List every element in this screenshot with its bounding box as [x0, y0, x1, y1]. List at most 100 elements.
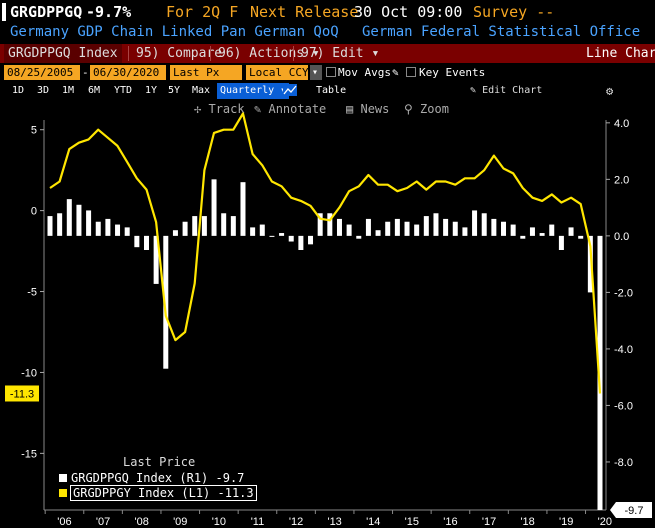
bar: [153, 235, 159, 284]
bar: [288, 235, 294, 242]
bar: [336, 218, 342, 236]
right-tick-label: -2.0: [614, 287, 633, 299]
range-ytd[interactable]: YTD: [114, 85, 133, 96]
range-max[interactable]: Max: [192, 85, 211, 96]
legend-item-yoy: GRGDPPGY Index (L1) -11.3: [59, 485, 257, 501]
range-3d[interactable]: 3D: [37, 85, 50, 96]
bar: [394, 218, 400, 236]
right-last-value-box: [610, 502, 652, 518]
legend-swatch: [59, 489, 67, 497]
left-last-value-box: [5, 385, 39, 402]
bar: [211, 179, 217, 236]
bar: [124, 227, 130, 236]
index-name-field[interactable]: GRGDPPGQ Index: [4, 44, 122, 63]
range-1y[interactable]: 1Y: [145, 85, 158, 96]
compare-button[interactable]: 95) Compare: [136, 46, 223, 61]
source-label: German Federal Statistical Office: [362, 24, 641, 40]
pencil-icon[interactable]: ✎: [392, 66, 399, 79]
x-tick-label: '07: [96, 516, 110, 528]
line-chart-icon[interactable]: [283, 84, 297, 96]
survey-label: Survey --: [473, 3, 555, 21]
bar: [182, 221, 188, 236]
edit-button[interactable]: 97) Edit ▾: [297, 44, 383, 63]
bar: [76, 204, 82, 236]
bar: [269, 235, 275, 237]
bar: [365, 218, 371, 236]
x-tick-label: '14: [366, 516, 380, 528]
x-tick-label: '11: [251, 516, 265, 528]
actions-button[interactable]: 96) Actions ▾: [214, 44, 324, 63]
right-tick-label: 0.0: [614, 231, 629, 243]
gear-icon[interactable]: ⚙: [606, 84, 614, 98]
legend-swatch: [59, 474, 67, 482]
zoom-button[interactable]: ⚲ Zoom: [404, 101, 449, 118]
bar: [597, 235, 603, 510]
chart-area[interactable]: 5 0 -5 -10 -15 -11.3 4.0 2.0 0.0 -2.0 -4.0 -6.0 -8.…: [0, 100, 655, 528]
frequency-label: Quarterly: [220, 85, 275, 96]
actions-label: 96) Actions: [218, 46, 305, 61]
bar: [66, 199, 72, 236]
field-selector[interactable]: Last Px: [170, 65, 242, 80]
next-release-label: Next Release: [250, 3, 359, 21]
chevron-down-icon: ▾: [371, 46, 380, 61]
annotate-button[interactable]: ✎ Annotate: [254, 101, 326, 118]
range-1d[interactable]: 1D: [12, 85, 25, 96]
bar: [423, 216, 429, 236]
bar: [95, 221, 101, 236]
news-icon: ▤: [346, 102, 354, 116]
bar: [356, 235, 362, 239]
edit-label: 97) Edit: [301, 46, 364, 61]
crosshair-icon: ✢: [194, 102, 202, 116]
bar: [86, 210, 92, 236]
track-label: Track: [208, 102, 245, 116]
bar: [143, 235, 149, 250]
news-button[interactable]: ▤ News: [346, 101, 389, 118]
key-events-checkbox[interactable]: [406, 67, 416, 77]
bar: [443, 218, 449, 236]
bar: [240, 182, 246, 236]
key-events-label: Key Events: [419, 66, 486, 79]
right-tick-label: 4.0: [614, 118, 629, 130]
currency-dropdown-icon[interactable]: ▾: [310, 65, 322, 80]
zoom-label: Zoom: [420, 102, 449, 116]
menu-divider: [293, 46, 294, 61]
edit-chart-label: Edit Chart: [482, 85, 543, 96]
left-last-value-label: -11.3: [10, 388, 34, 400]
bar: [539, 233, 545, 236]
bar: [404, 221, 410, 236]
pencil-icon: ✎: [470, 85, 477, 96]
next-release-value: 30 Oct 09:00: [354, 3, 463, 21]
bar: [134, 235, 140, 248]
currency-selector[interactable]: Local CCY: [246, 65, 309, 80]
track-button[interactable]: ✢ Track: [194, 101, 245, 118]
table-button[interactable]: Table: [316, 85, 347, 96]
bar: [568, 227, 574, 236]
news-label: News: [360, 102, 390, 116]
edit-chart-button[interactable]: ✎ Edit Chart: [470, 82, 542, 100]
left-tick-label: 0: [31, 206, 37, 218]
x-tick-label: '17: [482, 516, 496, 528]
menu-divider: [128, 46, 129, 61]
range-bar: 1D 3D 1M 6M YTD 1Y 5Y Max Quarterly ▾ Ta…: [0, 82, 655, 100]
legend: Last Price GRGDPPGQ Index (R1) -9.7 GRGD…: [55, 455, 257, 503]
bar: [163, 235, 169, 369]
mov-avgs-checkbox[interactable]: [326, 67, 336, 77]
annotate-label: Annotate: [268, 102, 327, 116]
range-5y[interactable]: 5Y: [168, 85, 181, 96]
bar-series: [47, 179, 603, 510]
frequency-selector[interactable]: Quarterly ▾: [217, 83, 290, 99]
x-tick-label: '06: [57, 516, 71, 528]
left-tick-label: -10: [21, 367, 37, 379]
start-date-field[interactable]: 08/25/2005: [4, 65, 80, 80]
range-1m[interactable]: 1M: [62, 85, 75, 96]
ticker[interactable]: GRGDPPGQ: [10, 3, 83, 21]
bar: [115, 224, 121, 236]
chart-toolbar: ✢ Track ✎ Annotate ▤ News ⚲ Zoom: [188, 101, 468, 118]
chart-type-label[interactable]: Line Chart: [586, 46, 655, 61]
right-tick-label: -8.0: [614, 457, 633, 469]
bar: [529, 227, 535, 236]
end-date-field[interactable]: 06/30/2020: [90, 65, 166, 80]
bar: [250, 227, 256, 236]
range-6m[interactable]: 6M: [88, 85, 101, 96]
bar: [375, 230, 381, 236]
